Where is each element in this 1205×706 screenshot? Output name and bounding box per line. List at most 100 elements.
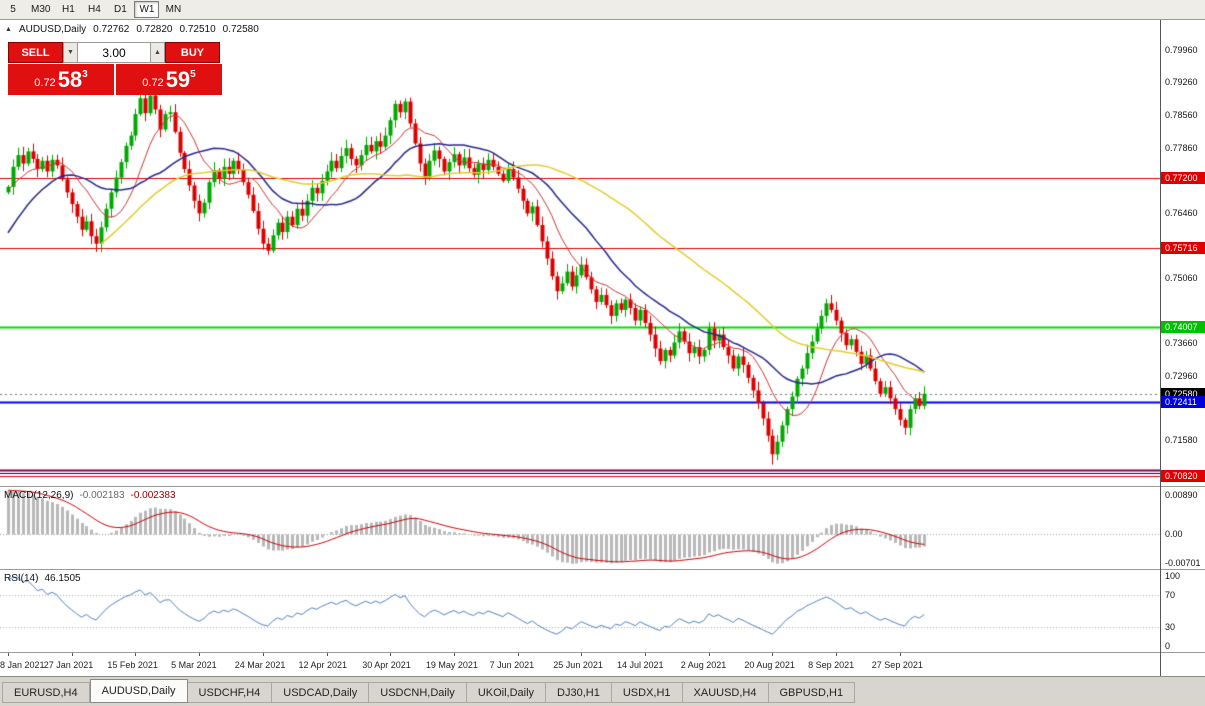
axis-tick	[199, 653, 200, 656]
price-axis-label: 0.78560	[1165, 110, 1198, 121]
axis-tick	[518, 653, 519, 656]
panel-separator[interactable]	[0, 569, 1205, 570]
price-level-badge: 0.72411	[1161, 395, 1205, 408]
chart-symbol-label: AUDUSD,Daily	[18, 24, 87, 35]
axis-tick	[263, 653, 264, 656]
timeframe-button-H1[interactable]: H1	[62, 4, 75, 15]
rsi-axis-label: 0	[1165, 641, 1171, 651]
date-label: 8 Jan 2021	[0, 660, 45, 670]
price-level-badge: 0.74007	[1161, 321, 1205, 334]
price-axis-label: 0.75060	[1165, 273, 1198, 284]
timeframe-button-MN[interactable]: MN	[165, 4, 182, 15]
axis-tick	[135, 653, 136, 656]
symbol-tab-bar: EURUSD,H4 AUDUSD,Daily USDCHF,H4 USDCAD,Dai…	[0, 676, 1205, 706]
chart-tab-EURUSD,H4[interactable]: EURUSD,H4	[2, 682, 90, 703]
date-label: 12 Apr 2021	[298, 660, 348, 670]
chart-tab-USDX,H1[interactable]: USDX,H1	[611, 682, 683, 703]
lot-decrease-button[interactable]: ▼	[63, 42, 78, 63]
date-label: 2 Aug 2021	[680, 660, 727, 670]
date-label: 30 Apr 2021	[362, 660, 411, 670]
axis-tick	[836, 653, 837, 656]
price-level-badge: 0.77200	[1161, 172, 1205, 185]
axis-tick	[72, 653, 73, 656]
price-level-badge: 0.75716	[1161, 241, 1205, 254]
axis-tick	[772, 653, 773, 656]
macd-header: MACD(12,26,9) -0.002183 -0.002383	[4, 490, 176, 501]
date-label: 27 Jan 2021	[43, 660, 94, 670]
rsi-canvas[interactable]	[0, 570, 1160, 652]
chart-tab-USDCAD,Daily[interactable]: USDCAD,Daily	[272, 682, 370, 703]
chart-tab-UKOil,Daily[interactable]: UKOil,Daily	[466, 682, 547, 703]
date-label: 24 Mar 2021	[234, 660, 286, 670]
timeframe-button-5[interactable]: 5	[10, 4, 16, 15]
ohlc-high: 0.72820	[136, 24, 173, 35]
date-label: 25 Jun 2021	[553, 660, 603, 670]
sell-price-big: 58	[57, 66, 83, 92]
price-axis-label: 0.79260	[1165, 77, 1198, 88]
date-label: 19 May 2021	[425, 660, 478, 670]
panel-separator	[0, 652, 1205, 653]
price-axis: 0.79960 0.79260 0.78560 0.77860 0.76460 0.750…	[1161, 20, 1205, 486]
axis-tick	[327, 653, 328, 656]
sell-button[interactable]: SELL	[8, 42, 63, 63]
timeframe-button-D1[interactable]: D1	[114, 4, 127, 15]
price-level-badge: 0.70820	[1161, 469, 1205, 482]
price-axis-label: 0.79960	[1165, 44, 1198, 55]
price-axis-label: 0.77860	[1165, 142, 1198, 153]
chart-tab-USDCNH,Daily[interactable]: USDCNH,Daily	[369, 682, 467, 703]
price-chart-canvas[interactable]	[0, 20, 1160, 486]
rsi-axis-label: 30	[1165, 622, 1176, 633]
axis-tick	[900, 653, 901, 656]
lot-increase-button[interactable]: ▲	[150, 42, 165, 63]
date-label: 8 Sep 2021	[808, 660, 855, 670]
panel-separator[interactable]	[0, 486, 1205, 487]
macd-axis-label: -0.00701	[1165, 558, 1201, 568]
date-axis: 8 Jan 2021 27 Jan 2021 15 Feb 2021 5 Mar 20…	[0, 653, 1205, 676]
timeframe-button-W1[interactable]: W1	[134, 1, 160, 18]
buy-button[interactable]: BUY	[165, 42, 220, 63]
axis-separator	[1160, 20, 1161, 676]
buy-price-sup: 5	[190, 68, 196, 80]
timeframe-toolbar: 5 M30 H1 H4 D1 W1 MN	[0, 0, 1205, 20]
rsi-value: 46.1505	[44, 573, 81, 584]
price-axis-label: 0.76460	[1165, 207, 1198, 218]
chart-tab-AUDUSD,Daily[interactable]: AUDUSD,Daily	[89, 679, 188, 703]
buy-price-prefix: 0.72	[142, 77, 164, 89]
sell-price-sup: 3	[82, 68, 88, 80]
date-label: 14 Jul 2021	[617, 660, 664, 670]
macd-axis-label: 0.00	[1165, 528, 1183, 539]
axis-tick	[581, 653, 582, 656]
timeframe-button-M30[interactable]: M30	[31, 4, 51, 15]
chart-tab-XAUUSD,H4[interactable]: XAUUSD,H4	[682, 682, 769, 703]
macd-panel: MACD(12,26,9) -0.002183 -0.002383	[0, 487, 1160, 569]
date-label: 15 Feb 2021	[107, 660, 158, 670]
chart-tab-USDCHF,H4[interactable]: USDCHF,H4	[187, 682, 273, 703]
date-label: 20 Aug 2021	[744, 660, 795, 670]
chart-window: ▲ AUDUSD,Daily 0.72762 0.72820 0.72510 0…	[0, 20, 1205, 676]
axis-tick	[390, 653, 391, 656]
rsi-axis: 100 70 30 0	[1161, 570, 1205, 652]
axis-tick	[454, 653, 455, 656]
price-axis-label: 0.73660	[1165, 338, 1198, 349]
macd-axis: 0.00890 0.00 -0.00701	[1161, 487, 1205, 569]
one-click-trading-panel: SELL ▼ ▲ BUY 0.72 58 3 0.72 59 5	[8, 42, 222, 95]
macd-canvas[interactable]	[0, 487, 1160, 569]
ohlc-low: 0.72510	[179, 24, 216, 35]
rsi-panel: RSI(14) 46.1505	[0, 570, 1160, 652]
rsi-name: RSI(14)	[4, 573, 39, 584]
buy-price-display[interactable]: 0.72 59 5	[116, 64, 222, 95]
macd-value: -0.002183	[79, 490, 125, 501]
lot-size-input[interactable]	[78, 42, 150, 63]
chart-tab-DJ30,H1[interactable]: DJ30,H1	[546, 682, 612, 703]
macd-name: MACD(12,26,9)	[4, 490, 74, 501]
sell-price-display[interactable]: 0.72 58 3	[8, 64, 114, 95]
chart-tab-GBPUSD,H1[interactable]: GBPUSD,H1	[768, 682, 856, 703]
axis-tick	[8, 653, 9, 656]
timeframe-button-H4[interactable]: H4	[88, 4, 101, 15]
date-label: 27 Sep 2021	[871, 660, 923, 670]
date-label: 5 Mar 2021	[171, 660, 217, 670]
rsi-axis-label: 70	[1165, 589, 1176, 600]
rsi-axis-label: 100	[1165, 571, 1181, 581]
price-axis-label: 0.71580	[1165, 435, 1198, 446]
